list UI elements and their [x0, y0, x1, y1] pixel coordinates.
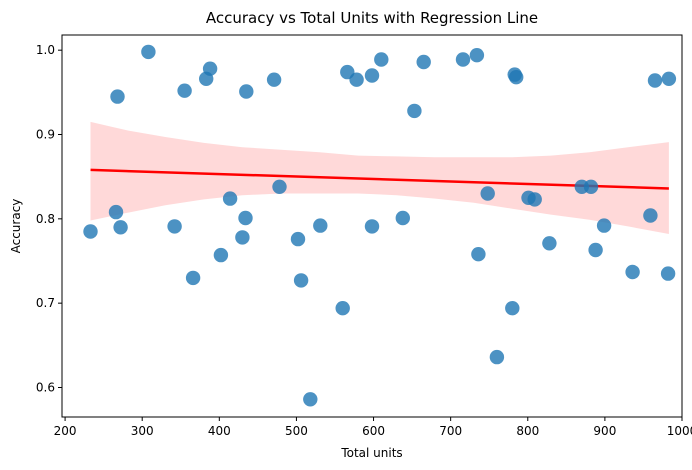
data-point	[542, 236, 557, 251]
data-point	[643, 208, 658, 223]
data-point	[407, 103, 422, 119]
data-point	[313, 218, 328, 233]
data-point	[238, 210, 253, 226]
regression-line-layer	[90, 168, 669, 190]
data-point	[509, 70, 524, 85]
data-point	[303, 392, 318, 407]
x-tick-label: 700	[439, 424, 462, 438]
y-tick-label: 0.9	[36, 128, 55, 142]
x-tick-label: 600	[362, 424, 385, 438]
data-point	[141, 44, 156, 60]
data-point	[661, 71, 677, 87]
y-tick-label: 0.6	[36, 380, 55, 394]
data-point	[202, 61, 218, 76]
data-point	[290, 231, 306, 247]
regression-line	[90, 168, 669, 190]
data-point	[364, 68, 380, 83]
data-point	[469, 48, 485, 63]
data-point	[527, 192, 542, 207]
data-point	[625, 264, 640, 280]
data-point	[113, 220, 128, 235]
x-tick-label: 300	[131, 424, 154, 438]
data-point	[177, 83, 192, 98]
data-point	[266, 72, 282, 87]
data-point	[83, 224, 98, 239]
data-point	[588, 242, 603, 258]
data-point	[364, 219, 380, 234]
y-axis-label: Accuracy	[9, 199, 23, 254]
plot-frame	[61, 34, 683, 418]
data-point	[416, 54, 431, 70]
data-point	[489, 349, 505, 365]
data-point	[108, 204, 124, 220]
x-tick-label: 800	[516, 424, 539, 438]
data-point	[374, 52, 389, 67]
x-tick-label: 900	[593, 424, 616, 438]
y-tick-label: 0.7	[36, 296, 55, 310]
data-point	[110, 89, 125, 104]
data-point	[660, 266, 676, 281]
data-point	[471, 247, 486, 262]
data-point	[349, 72, 364, 87]
points-layer	[83, 44, 677, 407]
y-axis: 0.6 0.7 0.8 0.9 1.0	[36, 43, 62, 394]
data-point	[185, 270, 201, 286]
data-point	[480, 186, 495, 201]
data-point	[455, 52, 471, 67]
y-tick-label: 0.8	[36, 212, 55, 226]
x-tick-label: 400	[208, 424, 231, 438]
data-point	[222, 191, 238, 206]
x-axis-label: Total units	[340, 446, 402, 460]
data-point	[395, 210, 410, 226]
data-point	[167, 219, 182, 234]
data-point	[583, 179, 599, 194]
data-point	[239, 84, 254, 99]
y-tick-label: 1.0	[36, 43, 55, 57]
data-point	[335, 301, 350, 316]
data-point	[505, 301, 520, 316]
data-point	[213, 247, 229, 263]
data-point	[293, 273, 309, 288]
data-point	[235, 230, 250, 245]
data-point	[596, 218, 612, 233]
x-tick-label: 500	[285, 424, 308, 438]
data-point	[647, 73, 663, 88]
chart-title: Accuracy vs Total Units with Regression …	[206, 9, 538, 27]
data-point	[272, 179, 287, 194]
x-tick-label: 200	[54, 424, 77, 438]
